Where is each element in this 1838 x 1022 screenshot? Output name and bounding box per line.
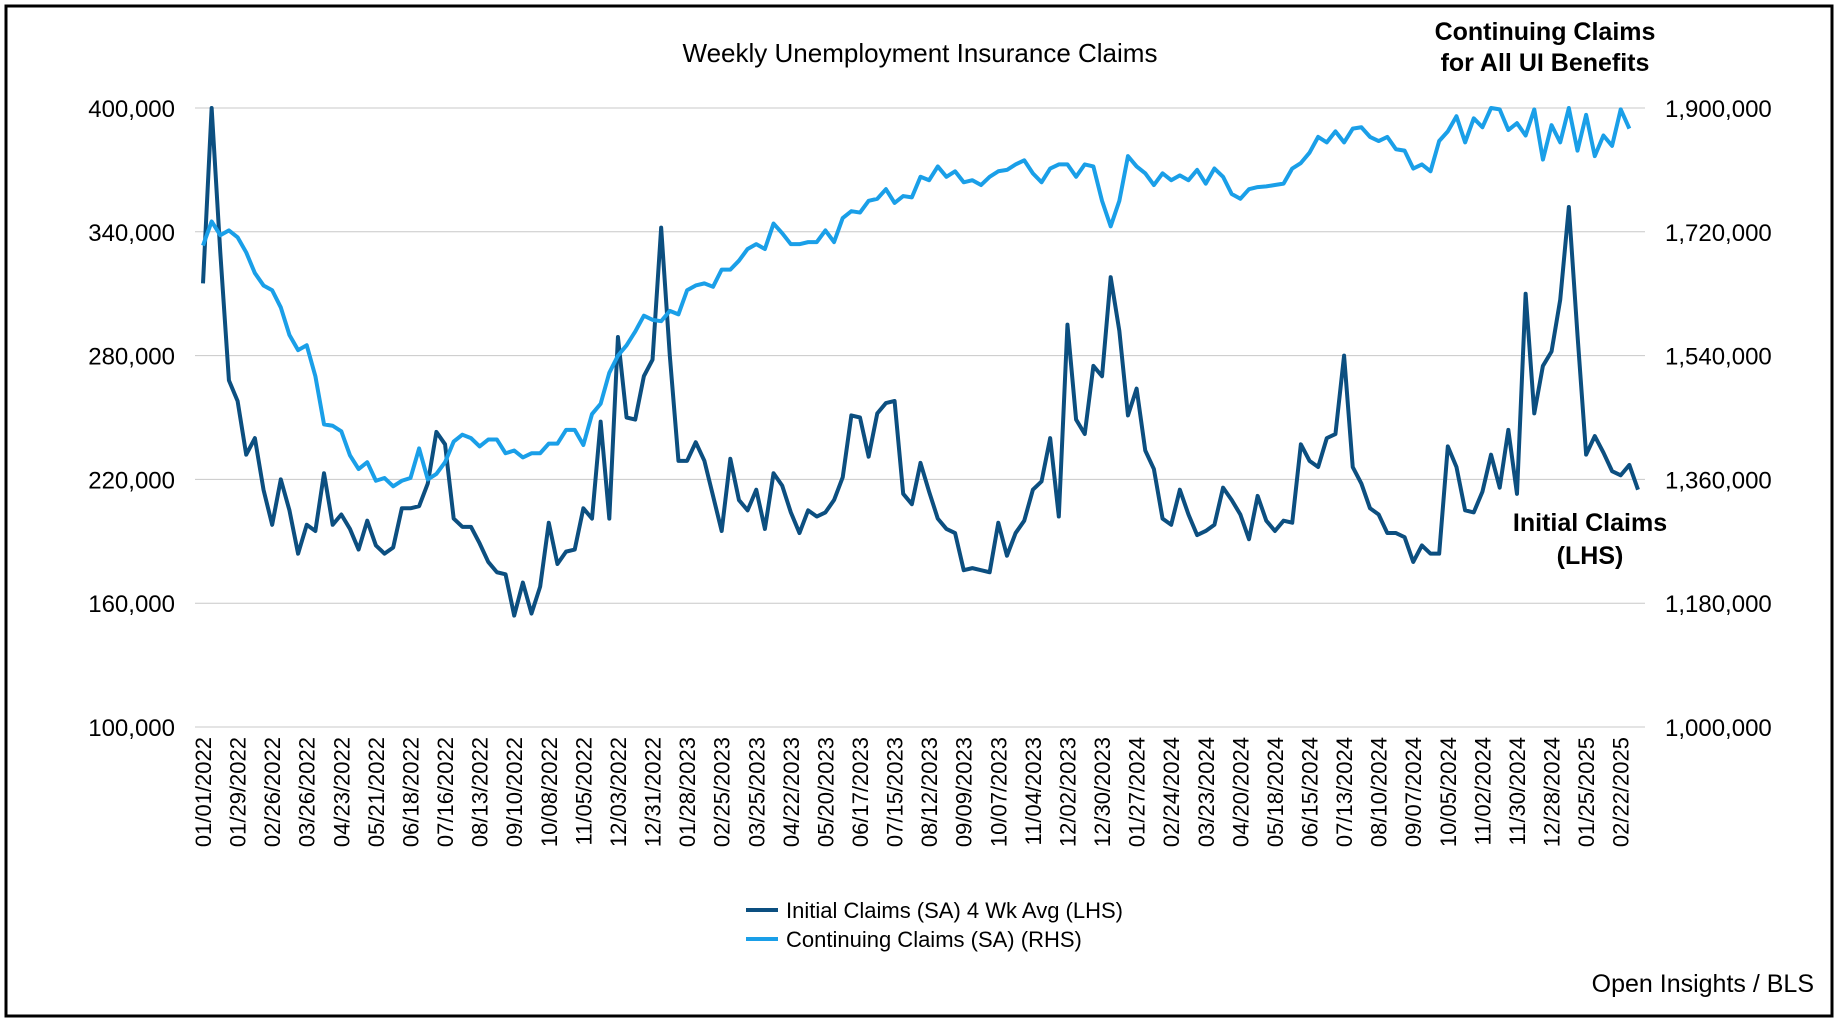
y2-tick-label: 1,360,000 — [1665, 467, 1772, 494]
x-tick-label: 05/18/2024 — [1263, 737, 1288, 847]
x-tick-label: 10/05/2024 — [1436, 737, 1461, 847]
x-tick-label: 08/10/2024 — [1367, 737, 1392, 847]
x-tick-label: 01/28/2023 — [675, 737, 700, 847]
y2-tick-label: 1,900,000 — [1665, 96, 1772, 123]
x-tick-label: 03/23/2024 — [1194, 737, 1219, 847]
x-tick-label: 06/17/2023 — [848, 737, 873, 847]
x-tick-label: 07/13/2024 — [1332, 737, 1357, 847]
x-tick-label: 11/02/2024 — [1470, 737, 1495, 845]
x-tick-label: 10/07/2023 — [986, 737, 1011, 847]
x-tick-label: 11/30/2024 — [1505, 737, 1530, 845]
series-line — [201, 106, 1640, 618]
legend-label: Continuing Claims (SA) (RHS) — [786, 927, 1082, 952]
x-tick-label: 11/05/2022 — [571, 737, 596, 845]
x-tick-label: 05/20/2023 — [813, 737, 838, 847]
annotation: Continuing Claims — [1435, 18, 1656, 46]
y2-tick-label: 1,000,000 — [1665, 715, 1772, 742]
x-tick-label: 08/12/2023 — [917, 737, 942, 847]
x-tick-label: 08/13/2022 — [468, 737, 493, 847]
x-tick-label: 07/15/2023 — [883, 737, 908, 847]
x-tick-label: 02/26/2022 — [260, 737, 285, 847]
y-tick-label: 340,000 — [88, 220, 175, 247]
legend-label: Initial Claims (SA) 4 Wk Avg (LHS) — [786, 898, 1123, 923]
x-tick-label: 06/15/2024 — [1298, 737, 1323, 847]
x-tick-label: 07/16/2022 — [433, 737, 458, 847]
annotation: for All UI Benefits — [1441, 49, 1650, 77]
x-tick-label: 12/03/2022 — [606, 737, 631, 847]
x-tick-label: 04/23/2022 — [329, 737, 354, 847]
x-tick-label: 09/07/2024 — [1401, 737, 1426, 847]
x-tick-label: 10/08/2022 — [537, 737, 562, 847]
y-tick-label: 400,000 — [88, 96, 175, 123]
y-tick-label: 160,000 — [88, 591, 175, 618]
x-tick-label: 01/27/2024 — [1125, 737, 1150, 847]
y2-tick-label: 1,180,000 — [1665, 591, 1772, 618]
x-tick-label: 04/20/2024 — [1228, 737, 1253, 847]
series-line — [201, 106, 1632, 489]
x-tick-label: 12/28/2024 — [1540, 737, 1565, 847]
x-tick-label: 01/25/2025 — [1574, 737, 1599, 847]
x-tick-label: 09/10/2022 — [502, 737, 527, 847]
x-tick-label: 02/22/2025 — [1609, 737, 1634, 847]
y-tick-label: 280,000 — [88, 344, 175, 371]
x-tick-label: 12/31/2022 — [641, 737, 666, 847]
x-tick-label: 01/01/2022 — [191, 737, 216, 847]
x-tick-label: 01/29/2022 — [226, 737, 251, 847]
annotation: (LHS) — [1557, 542, 1624, 570]
chart-title: Weekly Unemployment Insurance Claims — [683, 38, 1158, 68]
frame — [4, 4, 1834, 1018]
x-tick-label: 06/18/2022 — [398, 737, 423, 847]
x-tick-label: 04/22/2023 — [779, 737, 804, 847]
x-tick-label: 09/09/2023 — [952, 737, 977, 847]
x-tick-label: 02/24/2024 — [1159, 737, 1184, 847]
x-tick-label: 12/30/2023 — [1090, 737, 1115, 847]
x-tick-label: 02/25/2023 — [710, 737, 735, 847]
y2-tick-label: 1,720,000 — [1665, 220, 1772, 247]
y-tick-label: 220,000 — [88, 467, 175, 494]
x-tick-label: 05/21/2022 — [364, 737, 389, 847]
x-tick-label: 12/02/2023 — [1055, 737, 1080, 847]
x-tick-label: 03/26/2022 — [295, 737, 320, 847]
annotation: Initial Claims — [1513, 509, 1667, 537]
y2-tick-label: 1,540,000 — [1665, 344, 1772, 371]
y-tick-label: 100,000 — [88, 715, 175, 742]
x-tick-label: 11/04/2023 — [1021, 737, 1046, 845]
x-tick-label: 03/25/2023 — [744, 737, 769, 847]
source: Open Insights / BLS — [1592, 970, 1814, 998]
